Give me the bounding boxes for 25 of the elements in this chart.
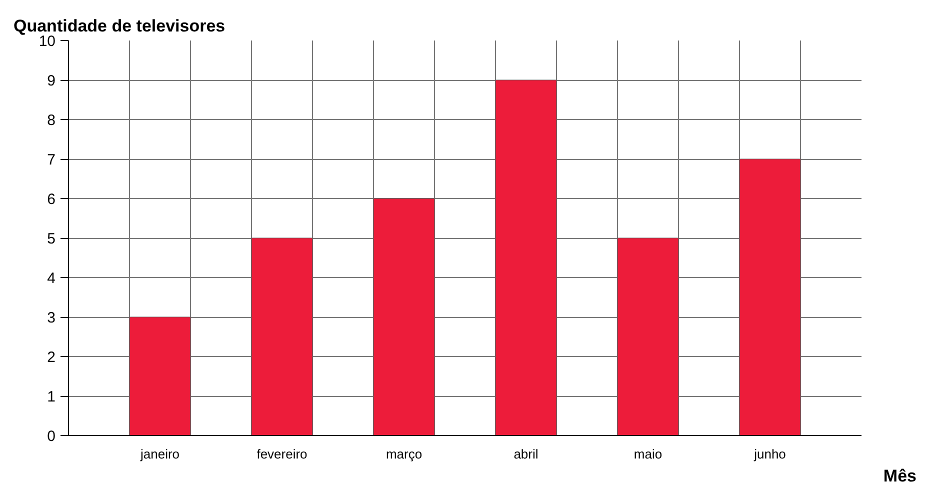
y-tick-label: 6	[47, 191, 56, 208]
y-tick-label: 0	[47, 428, 56, 445]
y-tick-label: 4	[47, 270, 56, 287]
x-tick-label: maio	[634, 446, 662, 462]
y-tick-label: 7	[47, 152, 56, 168]
x-tick-label: março	[386, 446, 422, 462]
x-tick-label: junho	[753, 446, 786, 462]
y-axis-title: Quantidade de televisores	[14, 16, 226, 36]
x-axis-title: Mês	[883, 466, 917, 485]
bar	[617, 238, 679, 436]
bar	[251, 238, 313, 436]
y-tick-label: 8	[47, 112, 56, 129]
x-tick-label: abril	[514, 446, 538, 462]
x-tick-label: fevereiro	[256, 446, 308, 462]
y-tick-label: 5	[47, 230, 56, 248]
y-tick-label: 10	[38, 33, 56, 50]
y-tick-label: 1	[47, 388, 56, 406]
x-tick-label: janeiro	[139, 446, 180, 462]
bar	[129, 316, 191, 436]
bar	[739, 158, 801, 436]
y-tick-label: 2	[47, 349, 56, 366]
bar	[373, 198, 435, 436]
y-tick-label: 3	[47, 310, 56, 326]
bar	[495, 80, 557, 436]
y-tick-label: 9	[47, 72, 56, 90]
